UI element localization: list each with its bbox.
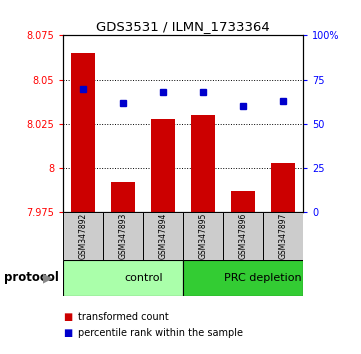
Bar bbox=[63, 212, 103, 260]
Text: ▶: ▶ bbox=[43, 272, 52, 284]
Bar bbox=[111, 182, 135, 212]
Bar bbox=[231, 191, 255, 212]
Title: GDS3531 / ILMN_1733364: GDS3531 / ILMN_1733364 bbox=[96, 20, 270, 33]
Bar bbox=[103, 212, 143, 260]
Bar bbox=[263, 212, 303, 260]
Text: control: control bbox=[124, 273, 162, 283]
Text: GSM347894: GSM347894 bbox=[159, 213, 168, 259]
Text: protocol: protocol bbox=[4, 272, 58, 284]
Text: ■: ■ bbox=[63, 328, 73, 338]
Text: GSM347896: GSM347896 bbox=[239, 213, 248, 259]
Bar bbox=[223, 212, 263, 260]
Text: GSM347892: GSM347892 bbox=[79, 213, 88, 259]
Text: percentile rank within the sample: percentile rank within the sample bbox=[78, 328, 243, 338]
Bar bbox=[183, 212, 223, 260]
Text: PRC depletion: PRC depletion bbox=[225, 273, 302, 283]
Bar bbox=[191, 115, 215, 212]
Bar bbox=[63, 260, 183, 296]
Text: GSM347897: GSM347897 bbox=[279, 213, 288, 259]
Bar bbox=[151, 119, 175, 212]
Text: GSM347895: GSM347895 bbox=[199, 213, 208, 259]
Bar bbox=[271, 163, 295, 212]
Text: ■: ■ bbox=[63, 312, 73, 322]
Bar bbox=[183, 260, 303, 296]
Text: GSM347893: GSM347893 bbox=[119, 213, 128, 259]
Text: transformed count: transformed count bbox=[78, 312, 168, 322]
Bar bbox=[143, 212, 183, 260]
Bar bbox=[71, 53, 95, 212]
